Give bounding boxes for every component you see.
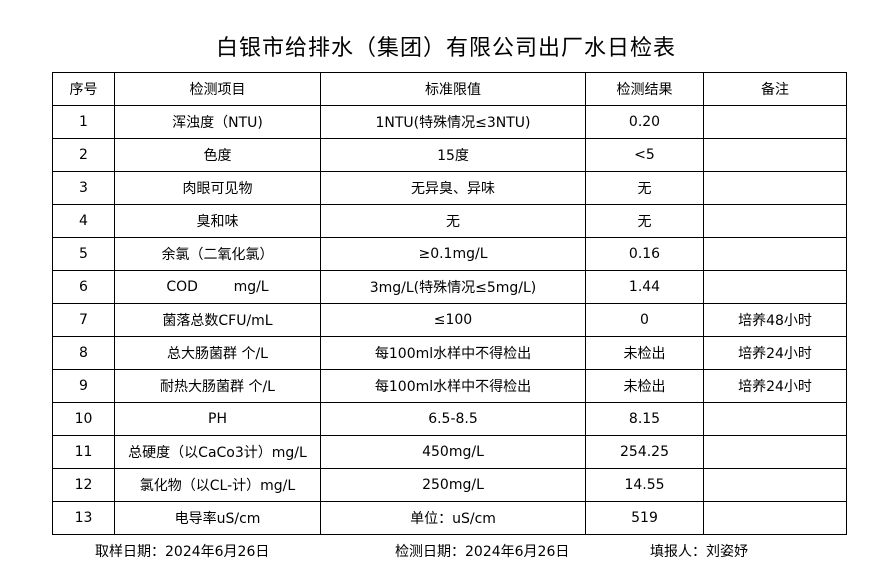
table-row: 2 色度 15度 <5 — [52, 138, 847, 172]
row-number-cell: 1 — [52, 105, 115, 139]
test-item-cell: 总硬度（以CaCo3计）mg/L — [114, 435, 321, 469]
remark-cell — [703, 138, 847, 172]
remark-cell — [703, 204, 847, 238]
test-result-cell: 14.55 — [585, 468, 704, 502]
standard-limit-cell: 每100ml水样中不得检出 — [320, 336, 586, 370]
row-number-cell: 4 — [52, 204, 115, 238]
header-cell: 检测项目 — [114, 72, 321, 106]
test-item-cell: 菌落总数CFU/mL — [114, 303, 321, 337]
table-row: 6 COD mg/L 3mg/L(特殊情况≤5mg/L) 1.44 — [52, 270, 847, 304]
test-result-cell: 无 — [585, 204, 704, 238]
table-row: 10 PH 6.5-8.5 8.15 — [52, 402, 847, 436]
remark-cell — [703, 468, 847, 502]
row-number-cell: 13 — [52, 501, 115, 535]
test-result-cell: 未检出 — [585, 336, 704, 370]
test-result-cell: 8.15 — [585, 402, 704, 436]
remark-cell — [703, 402, 847, 436]
standard-limit-cell: ≥0.1mg/L — [320, 237, 586, 271]
standard-limit-cell: 450mg/L — [320, 435, 586, 469]
row-number-cell: 10 — [52, 402, 115, 436]
test-item-cell: 色度 — [114, 138, 321, 172]
table-row: 4 臭和味无无 — [52, 204, 847, 238]
test-date: 检测日期：2024年6月26日 — [395, 544, 570, 560]
table-row: 7 菌落总数CFU/mL ≤100 0 培养48小时 — [52, 303, 847, 337]
remark-cell — [703, 171, 847, 205]
row-number-cell: 6 — [52, 270, 115, 304]
table-row: 3 肉眼可见物 无异臭、异味无 — [52, 171, 847, 205]
test-item-cell: COD mg/L — [114, 270, 321, 304]
remark-cell: 培养24小时 — [703, 336, 847, 370]
standard-limit-cell: 1NTU(特殊情况≤3NTU) — [320, 105, 586, 139]
remark-cell — [703, 105, 847, 139]
table-row: 8 总大肠菌群 个/L 每100ml水样中不得检出 未检出 培养24小时 — [52, 336, 847, 370]
row-number-cell: 12 — [52, 468, 115, 502]
row-number-cell: 7 — [52, 303, 115, 337]
report-title: 白银市给排水（集团）有限公司出厂水日检表 — [215, 36, 676, 61]
standard-limit-cell: 单位：uS/cm — [320, 501, 586, 535]
table-row: 13 电导率uS/cm 单位：uS/cm 519 — [52, 501, 847, 535]
header-cell: 备注 — [703, 72, 847, 106]
test-item-cell: 氯化物（以CL-计）mg/L — [114, 468, 321, 502]
row-number-cell: 11 — [52, 435, 115, 469]
header-cell: 检测结果 — [585, 72, 704, 106]
test-item-cell: 肉眼可见物 — [114, 171, 321, 205]
row-number-cell: 2 — [52, 138, 115, 172]
standard-limit-cell: ≤100 — [320, 303, 586, 337]
remark-cell — [703, 435, 847, 469]
standard-limit-cell: 6.5-8.5 — [320, 402, 586, 436]
test-item-cell: PH — [114, 402, 321, 436]
test-item-cell: 电导率uS/cm — [114, 501, 321, 535]
test-result-cell: 254.25 — [585, 435, 704, 469]
standard-limit-cell: 250mg/L — [320, 468, 586, 502]
test-result-cell: 519 — [585, 501, 704, 535]
table-row: 12 氯化物（以CL-计）mg/L 250mg/L 14.55 — [52, 468, 847, 502]
test-result-cell: 1.44 — [585, 270, 704, 304]
row-number-cell: 5 — [52, 237, 115, 271]
header-row: 序号 检测项目 标准限值 检测结果 备注 — [52, 72, 847, 106]
row-number-cell: 3 — [52, 171, 115, 205]
remark-cell: 培养24小时 — [703, 369, 847, 403]
header-cell: 标准限值 — [320, 72, 586, 106]
table-row: 11 总硬度（以CaCo3计）mg/L 450mg/L 254.25 — [52, 435, 847, 469]
remark-cell — [703, 501, 847, 535]
standard-limit-cell: 无 — [320, 204, 586, 238]
test-item-cell: 余氯（二氧化氯） — [114, 237, 321, 271]
standard-limit-cell: 每100ml水样中不得检出 — [320, 369, 586, 403]
test-result-cell: 未检出 — [585, 369, 704, 403]
reporter: 填报人：刘姿妤 — [650, 544, 748, 560]
remark-cell: 培养48小时 — [703, 303, 847, 337]
test-item-cell: 臭和味 — [114, 204, 321, 238]
remark-cell — [703, 237, 847, 271]
standard-limit-cell: 15度 — [320, 138, 586, 172]
table-row: 1 浑浊度（NTU) 1NTU(特殊情况≤3NTU) 0.20 — [52, 105, 847, 139]
row-number-cell: 8 — [52, 336, 115, 370]
test-result-cell: 0.16 — [585, 237, 704, 271]
test-result-cell: 0 — [585, 303, 704, 337]
water-quality-table: 序号 检测项目 标准限值 检测结果 备注 1 浑浊度（NTU) 1NTU(特殊情况≤… — [52, 72, 847, 535]
test-item-cell: 浑浊度（NTU) — [114, 105, 321, 139]
standard-limit-cell: 3mg/L(特殊情况≤5mg/L) — [320, 270, 586, 304]
table-row: 9 耐热大肠菌群 个/L 每100ml水样中不得检出 未检出 培养24小时 — [52, 369, 847, 403]
test-result-cell: 无 — [585, 171, 704, 205]
header-cell: 序号 — [52, 72, 115, 106]
test-item-cell: 耐热大肠菌群 个/L — [114, 369, 321, 403]
test-item-cell: 总大肠菌群 个/L — [114, 336, 321, 370]
standard-limit-cell: 无异臭、异味 — [320, 171, 586, 205]
table-row: 5 余氯（二氧化氯） ≥0.1mg/L 0.16 — [52, 237, 847, 271]
test-result-cell: <5 — [585, 138, 704, 172]
remark-cell — [703, 270, 847, 304]
row-number-cell: 9 — [52, 369, 115, 403]
sampling-date: 取样日期：2024年6月26日 — [95, 544, 270, 560]
test-result-cell: 0.20 — [585, 105, 704, 139]
